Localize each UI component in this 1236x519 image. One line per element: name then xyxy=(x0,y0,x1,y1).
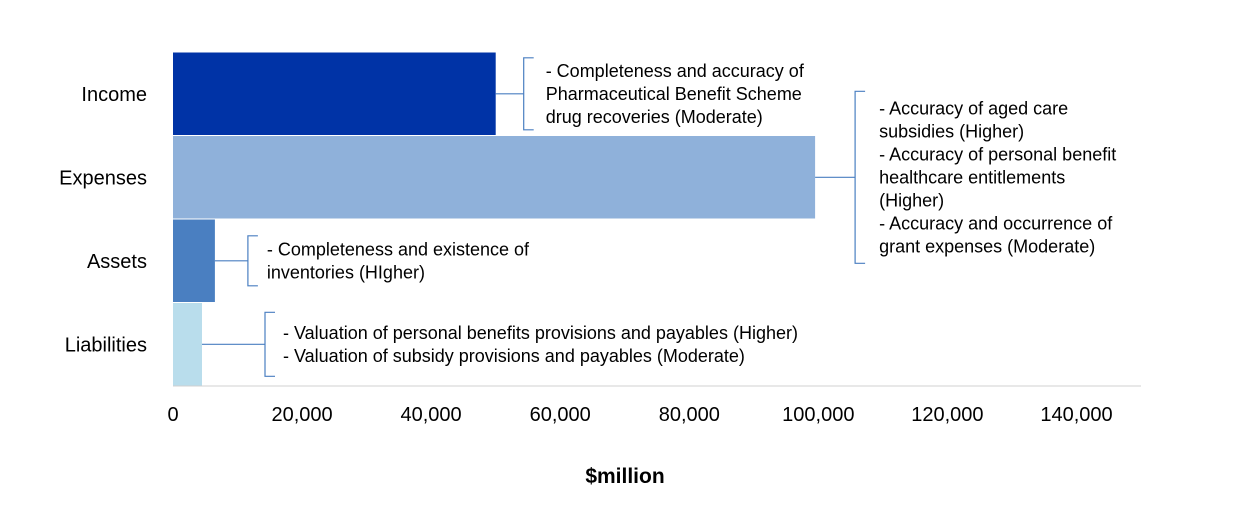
bar-expenses xyxy=(173,136,816,219)
annotation-text-line: grant expenses (Moderate) xyxy=(879,237,1095,257)
bars-layer xyxy=(173,52,816,386)
x-axis-title: $million xyxy=(585,465,664,488)
annotation-text-line: drug recoveries (Moderate) xyxy=(546,107,763,127)
annotation-text-line: - Valuation of subsidy provisions and pa… xyxy=(283,346,745,366)
x-tick-label: 20,000 xyxy=(272,404,333,426)
x-tick-label: 100,000 xyxy=(782,404,854,426)
x-tick-label: 60,000 xyxy=(530,404,591,426)
annotation-text-line: - Accuracy of personal benefit xyxy=(879,145,1116,165)
category-label-income: Income xyxy=(81,84,147,106)
category-labels: Income Expenses Assets Liabilities xyxy=(59,84,147,356)
annotation-bracket xyxy=(247,235,258,287)
bar-income xyxy=(173,52,496,135)
annotation-bracket xyxy=(854,90,866,264)
annotation-text-line: - Completeness and existence of xyxy=(267,240,530,260)
annotation-bracket xyxy=(523,57,534,131)
x-tick-label: 80,000 xyxy=(659,404,720,426)
x-tick-label: 140,000 xyxy=(1040,404,1112,426)
annotation-text-line: - Accuracy of aged care xyxy=(879,99,1068,119)
annotation-bracket xyxy=(264,311,275,377)
annotation-text-line: - Accuracy and occurrence of xyxy=(879,214,1113,234)
annotation-text-line: - Completeness and accuracy of xyxy=(546,61,805,81)
annotation-text-line: subsidies (Higher) xyxy=(879,122,1024,142)
x-tick-label: 40,000 xyxy=(401,404,462,426)
annotation-text-line: healthcare entitlements xyxy=(879,168,1065,188)
x-tick-label: 120,000 xyxy=(911,404,983,426)
annotation-text-line: Pharmaceutical Benefit Scheme xyxy=(546,84,802,104)
bar-assets xyxy=(173,219,215,302)
category-label-expenses: Expenses xyxy=(59,167,147,189)
annotations-layer: - Completeness and accuracy of Pharmaceut… xyxy=(202,57,1116,377)
category-label-assets: Assets xyxy=(87,251,147,273)
annotation-text-line: (Higher) xyxy=(879,191,944,211)
x-tick-labels: 0 20,000 40,000 60,000 80,000 100,000 120,000 1… xyxy=(167,404,1112,426)
annotation-liabilities: - Valuation of personal benefits provisi… xyxy=(202,311,798,377)
category-label-liabilities: Liabilities xyxy=(65,334,147,356)
annotation-income: - Completeness and accuracy of Pharmaceut… xyxy=(495,57,805,131)
annotation-expenses: - Accuracy of aged care subsidies (Higher… xyxy=(815,90,1116,264)
bar-liabilities xyxy=(173,303,202,386)
x-tick-label: 0 xyxy=(167,404,178,426)
annotation-text-line: - Valuation of personal benefits provisi… xyxy=(283,323,798,343)
annotation-assets: - Completeness and existence of inventori… xyxy=(214,235,530,287)
annotation-text-line: inventories (HIgher) xyxy=(267,263,425,283)
